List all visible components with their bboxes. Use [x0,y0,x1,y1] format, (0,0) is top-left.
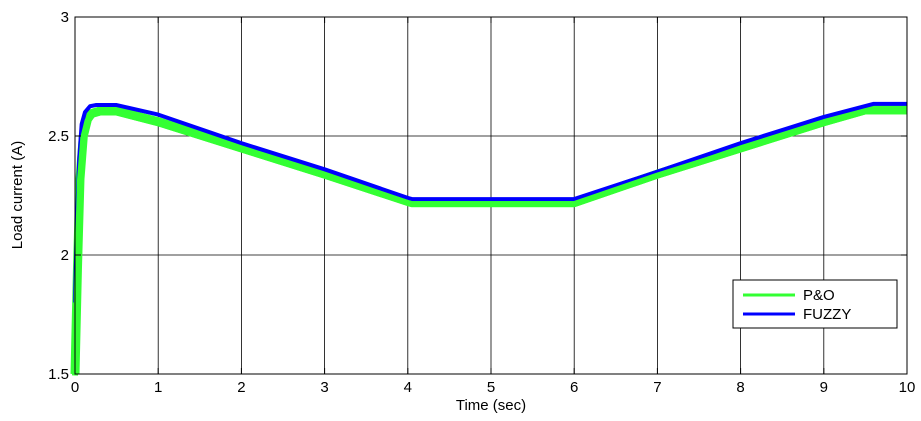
x-tick-label: 7 [653,379,661,396]
y-tick-label: 1.5 [48,366,69,383]
legend-label-fuzzy: FUZZY [803,306,851,323]
legend: P&O FUZZY [732,279,898,329]
y-axis-label: Load current (A) [9,141,26,249]
legend-label-po: P&O [803,287,835,304]
x-tick-label: 0 [71,379,79,396]
y-tick-label: 2 [61,247,69,264]
series-line-po-overlay [72,108,907,376]
x-tick-label: 9 [820,379,828,396]
x-tick-label: 4 [404,379,412,396]
y-tick-label: 3 [61,9,69,26]
x-tick-label: 1 [154,379,162,396]
x-tick-label: 8 [736,379,744,396]
tick-layer: 0 1 2 3 4 5 6 7 8 9 10 1.5 2 2.5 3 [48,9,915,396]
x-tick-label: 6 [570,379,578,396]
x-tick-label: 3 [320,379,328,396]
y-tick-label: 2.5 [48,128,69,145]
series-layer [70,101,907,376]
legend-box [732,279,898,329]
x-axis-label: Time (sec) [456,397,526,414]
x-tick-label: 10 [899,379,916,396]
series-line-fuzzy [73,101,907,303]
x-tick-label: 5 [487,379,495,396]
x-tick-label: 2 [237,379,245,396]
